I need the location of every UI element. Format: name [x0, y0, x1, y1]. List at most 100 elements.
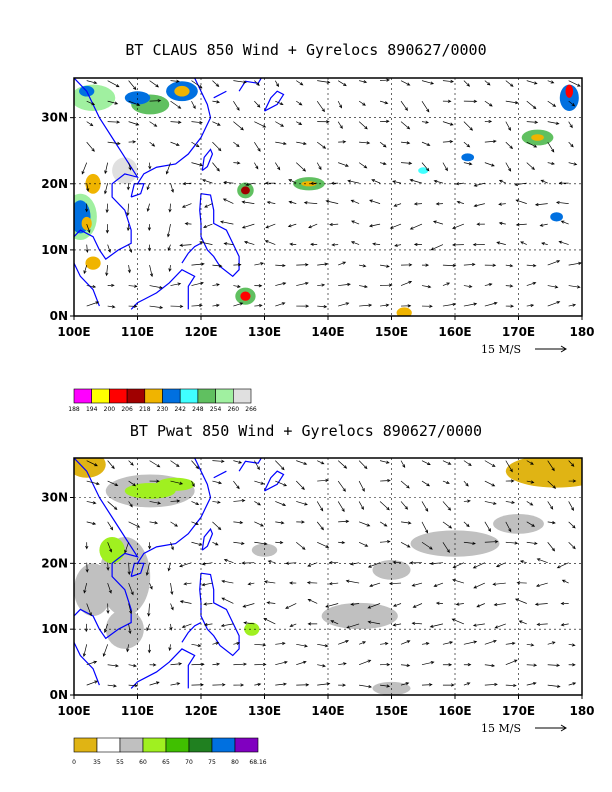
wind-vector	[317, 283, 326, 287]
wind-vector	[421, 642, 430, 646]
wind-vector	[568, 261, 582, 266]
wind-vector	[411, 582, 423, 587]
wind-vector	[85, 244, 89, 253]
wind-vector	[484, 282, 493, 287]
wind-vector	[170, 521, 179, 527]
wind-vector	[212, 162, 220, 172]
chart-title: BT Pwat 850 Wind + Gyrelocs 890627/0000	[130, 422, 482, 440]
field-blob	[418, 167, 429, 174]
wind-vector	[85, 562, 89, 573]
colorbar-swatch	[165, 737, 190, 753]
wind-vector	[128, 582, 134, 596]
wind-vector	[358, 541, 369, 547]
wind-vector	[547, 260, 561, 266]
wind-vector	[561, 579, 569, 584]
wind-vector	[84, 623, 89, 633]
wind-vector	[127, 265, 131, 274]
wind-vector	[191, 100, 196, 110]
wind-vector	[520, 241, 527, 245]
wind-vector	[400, 501, 409, 510]
x-tick-label: 180	[569, 704, 594, 718]
colorbar-label: 75	[208, 759, 216, 766]
wind-vector	[421, 683, 433, 687]
wind-vector	[380, 264, 390, 268]
wind-vector	[442, 641, 454, 645]
wind-vector	[233, 683, 245, 687]
reference-vector-label: 15 M/S	[481, 722, 521, 735]
wind-vector	[568, 663, 576, 667]
colorbar-label: 266	[245, 406, 257, 413]
wind-vector	[442, 663, 453, 667]
wind-vector	[191, 120, 203, 125]
wind-vector	[519, 560, 527, 564]
wind-vector	[367, 603, 381, 609]
wind-vector	[541, 242, 548, 246]
wind-vector	[380, 478, 391, 483]
wind-vector	[463, 80, 471, 87]
wind-vector	[359, 284, 368, 289]
wind-vector	[241, 561, 255, 565]
wind-vector	[379, 501, 390, 511]
wind-vector	[442, 282, 451, 286]
wind-vector	[212, 683, 226, 687]
field-blob	[240, 291, 251, 301]
wind-vector	[254, 304, 263, 308]
wind-vector	[372, 242, 381, 246]
wind-vector	[526, 162, 535, 171]
wind-vector	[148, 162, 152, 170]
wind-vector	[233, 662, 247, 666]
x-tick-label: 170E	[502, 704, 535, 718]
wind-vector	[367, 620, 381, 625]
y-tick-label: 10N	[41, 622, 68, 636]
wind-vector	[220, 220, 234, 225]
wind-vector	[191, 281, 204, 286]
wind-vector	[233, 121, 244, 131]
wind-vector	[463, 541, 476, 545]
wind-vector	[547, 521, 556, 525]
wind-vector	[442, 302, 457, 307]
wind-vector	[296, 520, 305, 524]
wind-vector	[223, 242, 234, 246]
wind-vector	[493, 602, 506, 607]
wind-vector	[201, 582, 213, 587]
wind-vector	[212, 141, 222, 152]
wind-vector	[337, 501, 345, 513]
wind-vector	[568, 501, 574, 512]
colorbar-swatch	[96, 737, 121, 753]
wind-vector	[505, 460, 513, 473]
coastline	[130, 648, 196, 689]
wind-vector	[400, 280, 413, 286]
wind-vector	[505, 304, 515, 308]
wind-vector	[400, 80, 411, 86]
coastline	[130, 183, 145, 198]
wind-vector	[547, 80, 555, 84]
wind-vector	[505, 264, 514, 268]
wind-vector	[472, 623, 485, 627]
wind-vector	[285, 603, 297, 609]
wind-vector	[254, 121, 267, 128]
wind-vector	[351, 220, 360, 225]
wind-vector	[306, 581, 318, 585]
wind-vector	[435, 202, 443, 206]
wind-vector	[128, 521, 141, 528]
colorbar-label: 35	[93, 759, 101, 766]
wind-vector	[496, 241, 506, 245]
wind-vector	[310, 181, 318, 185]
wind-vector	[338, 140, 347, 144]
wind-vector	[86, 141, 95, 152]
wind-vector	[191, 683, 204, 687]
wind-vector	[380, 540, 391, 544]
wind-vector	[126, 183, 130, 191]
wind-vector	[379, 141, 387, 148]
colorbar-label: 230	[157, 406, 169, 413]
wind-vector	[359, 264, 367, 268]
wind-vector	[85, 203, 89, 213]
wind-vector	[169, 623, 173, 631]
wind-vector	[245, 182, 255, 187]
wind-vector	[247, 582, 255, 586]
wind-vector	[212, 480, 223, 485]
wind-vector	[296, 660, 307, 666]
wind-vector	[149, 663, 157, 667]
wind-vector	[484, 139, 497, 143]
